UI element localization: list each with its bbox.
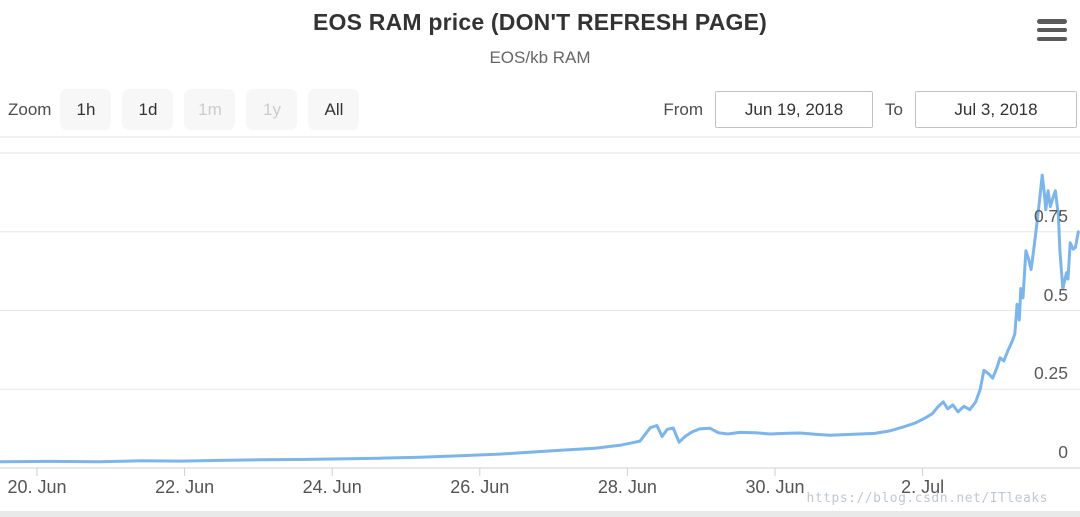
hamburger-icon	[1037, 36, 1067, 41]
zoom-button-1m[interactable]: 1m	[184, 89, 236, 130]
zoom-button-group: Zoom 1h 1d 1m 1y All	[0, 89, 370, 130]
zoom-label: Zoom	[8, 99, 52, 119]
zoom-button-all[interactable]: All	[308, 89, 360, 130]
y-axis-label: 0.25	[1033, 363, 1068, 384]
to-label: To	[885, 99, 903, 119]
x-axis-label: 2. Jul	[901, 477, 945, 497]
y-axis-label: 0	[1058, 442, 1068, 462]
date-range-group: From To	[651, 91, 1080, 128]
zoom-button-1h[interactable]: 1h	[60, 89, 112, 130]
from-date-input[interactable]	[715, 91, 874, 128]
from-label: From	[663, 99, 704, 119]
range-selector-toolbar: Zoom 1h 1d 1m 1y All From To	[0, 89, 1080, 130]
watermark: https://blog.csdn.net/ITleaks	[806, 491, 1048, 506]
zoom-button-1d[interactable]: 1d	[122, 89, 174, 130]
hamburger-icon	[1037, 27, 1067, 33]
y-axis-label: 0.5	[1043, 284, 1068, 305]
x-axis-label: 24. Jun	[302, 477, 362, 497]
zoom-button-1y[interactable]: 1y	[246, 89, 298, 130]
price-line-series	[0, 173, 1080, 464]
x-axis-label: 30. Jun	[745, 477, 805, 497]
chart-title: EOS RAM price (DON'T REFRESH PAGE)	[313, 9, 767, 35]
x-axis-label: 22. Jun	[155, 477, 215, 497]
y-axis-label: 0.75	[1033, 205, 1068, 226]
export-menu-button[interactable]	[1037, 19, 1067, 41]
x-axis-label: 28. Jun	[597, 477, 657, 497]
bottom-strip	[0, 511, 1080, 517]
x-axis-label: 20. Jun	[7, 477, 67, 497]
hamburger-icon	[1037, 19, 1067, 24]
x-axis-label: 26. Jun	[450, 477, 510, 497]
to-date-input[interactable]	[915, 91, 1077, 128]
chart-subtitle: EOS/kb RAM	[489, 48, 591, 67]
